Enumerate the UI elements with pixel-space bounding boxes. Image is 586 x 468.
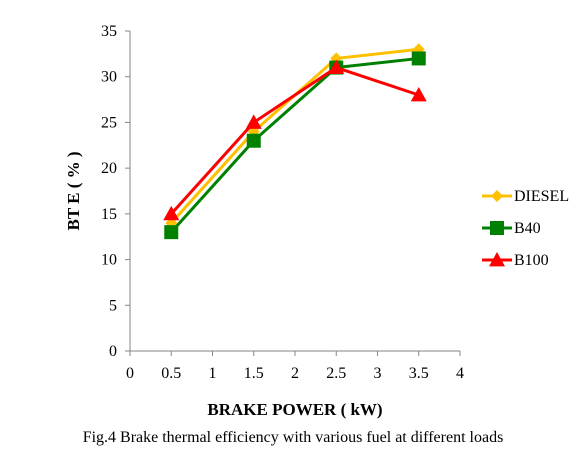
x-tick-label: 1.5 xyxy=(244,365,264,382)
series-b100 xyxy=(163,59,427,221)
data-point-b40 xyxy=(246,133,261,148)
legend-item-diesel: DIESEL xyxy=(482,188,569,205)
y-tick-label: 30 xyxy=(101,69,117,86)
x-tick-label: 4 xyxy=(456,365,464,382)
y-tick-label: 10 xyxy=(101,252,117,269)
legend-item-b100: B100 xyxy=(482,252,549,269)
series-line-diesel xyxy=(170,47,419,225)
legend-marker-b100 xyxy=(489,252,505,267)
x-tick-label: 0 xyxy=(126,365,134,382)
data-point-b100 xyxy=(245,114,262,129)
x-tick-label: 2 xyxy=(291,365,299,382)
series-line-b40 xyxy=(170,56,419,234)
series-line-b100 xyxy=(170,65,420,215)
series-diesel xyxy=(165,43,425,229)
y-tick-label: 5 xyxy=(109,297,117,314)
data-point-b100 xyxy=(163,205,180,221)
data-point-b100 xyxy=(328,59,345,74)
legend-label-b100: B100 xyxy=(514,252,549,269)
legend-item-b40: B40 xyxy=(482,220,541,237)
y-axis-title: BT E ( % ) xyxy=(64,151,83,230)
x-tick-label: 1 xyxy=(209,365,217,382)
x-tick-label: 3 xyxy=(374,365,382,382)
x-tick-label: 0.5 xyxy=(161,365,181,382)
y-tick-label: 20 xyxy=(101,160,117,177)
x-tick-label: 3.5 xyxy=(409,365,429,382)
legend-marker-diesel xyxy=(491,190,503,202)
axes: 0 5 10 15 20 25 30 35 0 0.5 1 1.5 2 2.5 3 3.5 4 xyxy=(101,23,464,382)
data-point-b100 xyxy=(410,87,427,102)
legend-label-b40: B40 xyxy=(514,220,541,237)
y-tick-label: 0 xyxy=(109,343,117,360)
y-tick-label: 25 xyxy=(101,114,117,131)
series-b40 xyxy=(164,51,426,240)
legend: DIESEL B40 B100 xyxy=(482,188,569,269)
series-layer xyxy=(163,43,427,240)
x-axis-title: BRAKE POWER ( kW) xyxy=(207,400,382,419)
data-point-diesel xyxy=(330,52,343,65)
data-point-b40 xyxy=(411,51,426,66)
data-point-b40 xyxy=(164,225,179,240)
y-tick-label: 35 xyxy=(101,23,117,40)
x-tick-label: 2.5 xyxy=(326,365,346,382)
legend-label-diesel: DIESEL xyxy=(514,188,569,205)
y-tick-label: 15 xyxy=(101,206,117,223)
legend-marker-b40 xyxy=(490,221,504,235)
figure-caption: Fig.4 Brake thermal efficiency with vari… xyxy=(82,429,504,446)
